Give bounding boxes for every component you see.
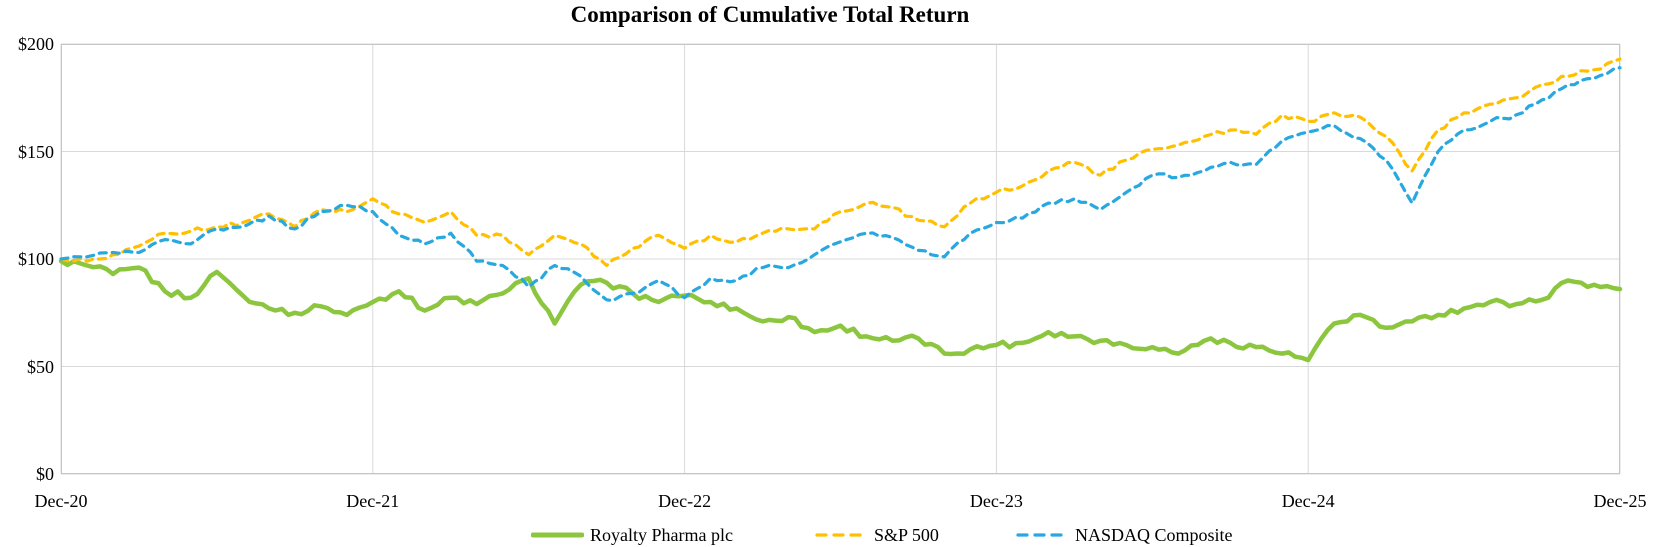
legend-label-s-p-500: S&P 500 — [874, 525, 939, 545]
y-tick-label-100: $100 — [18, 249, 54, 269]
y-tick-label-150: $150 — [18, 141, 54, 162]
series-line-s-p-500 — [59, 57, 1622, 268]
x-tick-label-dec-22: Dec-22 — [658, 491, 712, 511]
x-tick-label-dec-20: Dec-20 — [34, 491, 88, 511]
legend-item-nasdaq-composite: NASDAQ Composite — [1016, 524, 1233, 546]
legend-swatch-nasdaq-composite — [1016, 533, 1069, 537]
x-tick-label-dec-24: Dec-24 — [1281, 491, 1335, 511]
chart-title: Comparison of Cumulative Total Return — [570, 2, 970, 27]
x-tick-label-dec-21: Dec-21 — [346, 491, 400, 511]
legend-item-s-p-500: S&P 500 — [815, 524, 939, 546]
legend-swatch-s-p-500 — [815, 533, 868, 537]
x-tick-label-dec-25: Dec-25 — [1593, 491, 1647, 511]
plot-lines — [58, 43, 1623, 475]
y-tick-label-200: $200 — [18, 34, 54, 54]
legend-swatch-royalty-pharma-plc — [531, 532, 584, 538]
legend-item-royalty-pharma-plc: Royalty Pharma plc — [531, 524, 733, 546]
series-line-royalty-pharma-plc — [58, 258, 1623, 363]
series-line-nasdaq-composite — [59, 66, 1622, 303]
x-tick-label-dec-23: Dec-23 — [969, 491, 1023, 511]
y-tick-label-50: $50 — [27, 356, 54, 377]
legend-label-nasdaq-composite: NASDAQ Composite — [1075, 525, 1233, 545]
y-tick-label-0: $0 — [36, 464, 54, 484]
plot-area — [58, 43, 1623, 475]
legend-label-royalty-pharma-plc: Royalty Pharma plc — [590, 525, 733, 545]
